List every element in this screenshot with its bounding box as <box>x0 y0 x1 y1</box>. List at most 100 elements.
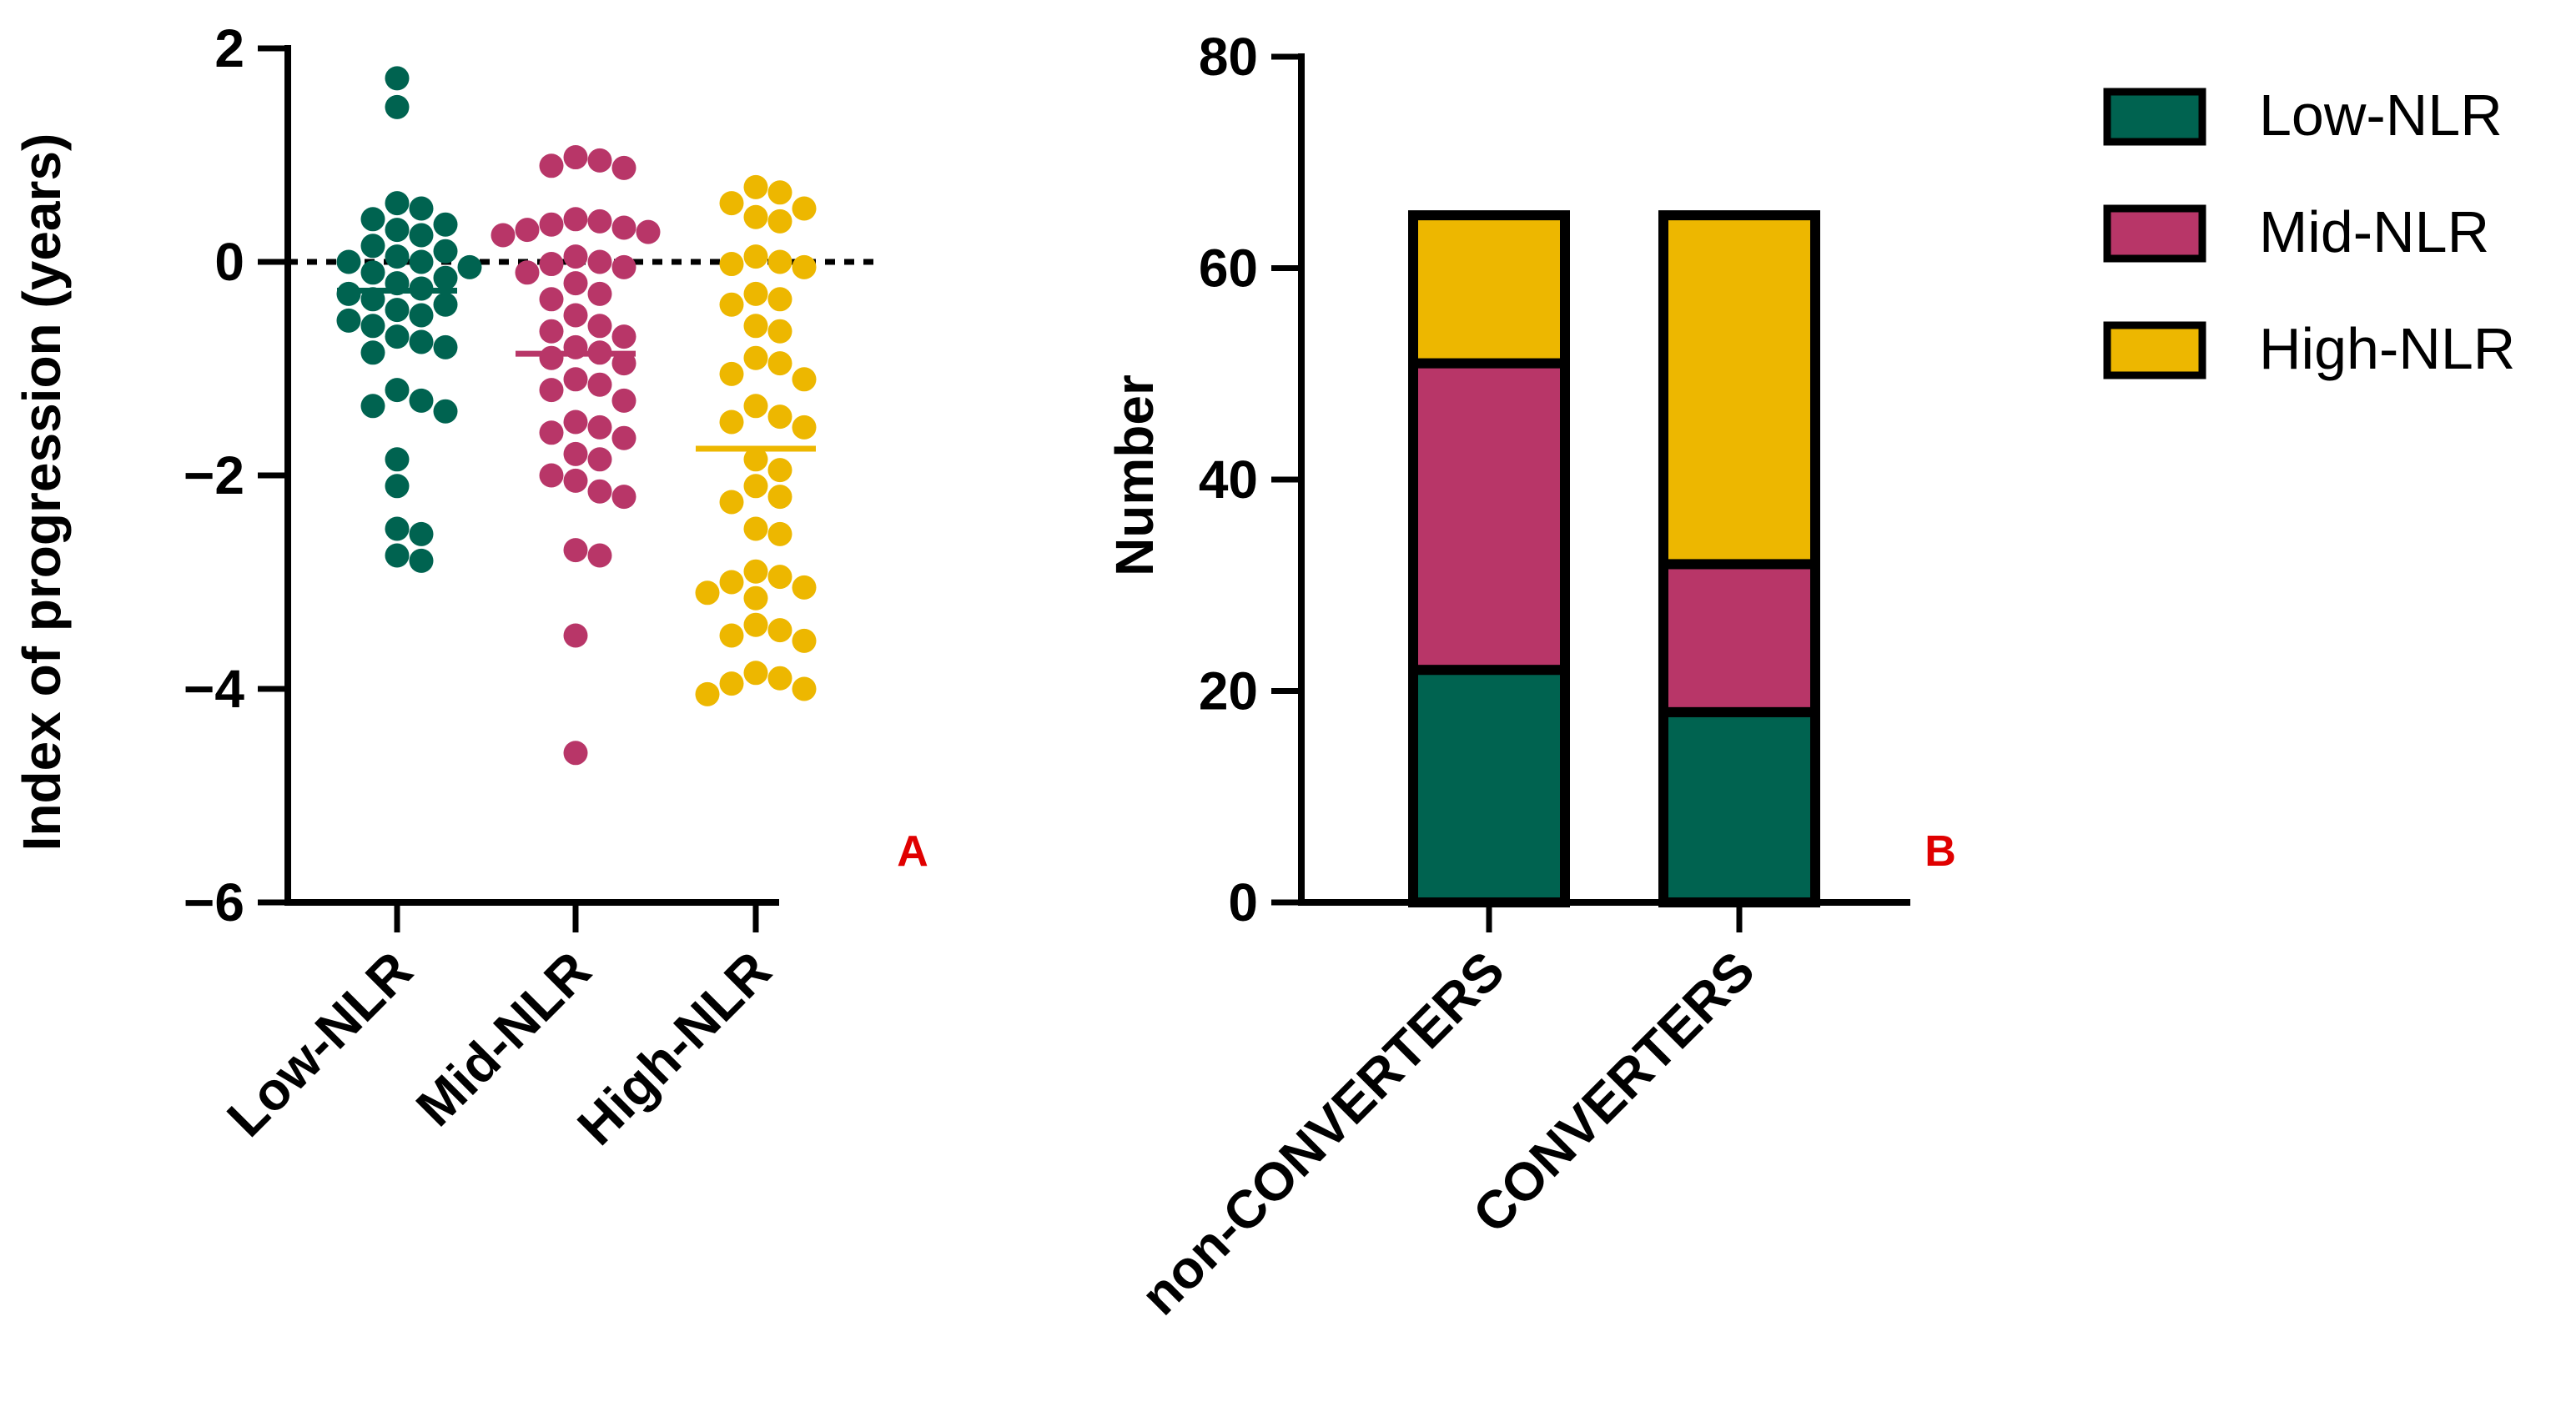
data-point-low-nlr <box>409 329 434 354</box>
data-point-high-nlr <box>695 580 720 606</box>
x-tick-label-low-nlr: Low-NLR <box>215 940 423 1148</box>
panel-a-y-axis-title: Index of progression (years) <box>12 133 72 852</box>
panel-a-y-ticks: 2 0 −2 −4 −6 <box>184 18 288 932</box>
panel-a-mean-lines <box>337 288 816 452</box>
y-tick-label: −2 <box>184 445 244 505</box>
data-point-mid-nlr <box>563 468 588 493</box>
data-point-low-nlr <box>385 191 410 216</box>
data-point-low-nlr <box>409 249 434 274</box>
data-point-mid-nlr <box>563 244 588 269</box>
data-point-low-nlr <box>409 196 434 221</box>
data-point-high-nlr <box>767 351 792 376</box>
data-point-high-nlr <box>719 361 744 386</box>
data-point-low-nlr <box>385 516 410 541</box>
data-point-high-nlr <box>743 345 768 370</box>
panel-a-axes <box>284 45 779 906</box>
data-point-high-nlr <box>767 319 792 344</box>
data-point-high-nlr <box>743 281 768 306</box>
bar-segment-converters-high-nlr <box>1658 210 1820 570</box>
legend-swatch-mid-nlr <box>2103 204 2206 263</box>
data-point-high-nlr <box>719 623 744 648</box>
data-point-mid-nlr <box>587 148 612 173</box>
data-point-mid-nlr <box>587 314 612 339</box>
data-point-low-nlr <box>409 388 434 413</box>
data-point-mid-nlr <box>539 153 564 178</box>
data-point-high-nlr <box>767 666 792 691</box>
data-point-high-nlr <box>743 474 768 499</box>
data-point-low-nlr <box>409 223 434 248</box>
data-point-low-nlr <box>360 234 385 259</box>
data-point-mid-nlr <box>611 425 636 450</box>
data-point-low-nlr <box>385 447 410 472</box>
data-point-low-nlr <box>385 324 410 349</box>
data-point-mid-nlr <box>515 218 540 243</box>
panel-a-label: A <box>897 827 928 876</box>
data-point-low-nlr <box>360 260 385 285</box>
y-tick-label: −4 <box>184 659 244 719</box>
data-point-low-nlr <box>433 239 458 264</box>
y-tick-label: 0 <box>214 232 244 292</box>
data-point-high-nlr <box>743 204 768 229</box>
data-point-mid-nlr <box>491 223 516 248</box>
data-point-high-nlr <box>767 405 792 430</box>
data-point-mid-nlr <box>539 212 564 237</box>
data-point-low-nlr <box>433 399 458 424</box>
data-point-low-nlr <box>433 292 458 317</box>
data-point-high-nlr <box>719 410 744 435</box>
y-tick-label: 80 <box>1199 27 1258 87</box>
panel-b-bars <box>1408 210 1820 908</box>
data-point-mid-nlr <box>636 219 661 244</box>
panel-b-axes <box>1298 53 1910 906</box>
data-point-low-nlr <box>385 218 410 243</box>
data-point-mid-nlr <box>563 303 588 328</box>
data-point-mid-nlr <box>539 287 564 312</box>
data-point-high-nlr <box>719 490 744 515</box>
data-point-high-nlr <box>743 244 768 269</box>
data-point-low-nlr <box>385 66 410 91</box>
data-point-high-nlr <box>695 681 720 706</box>
data-point-high-nlr <box>743 447 768 472</box>
data-point-mid-nlr <box>587 479 612 504</box>
data-point-high-nlr <box>743 174 768 199</box>
data-point-mid-nlr <box>611 254 636 279</box>
data-point-mid-nlr <box>563 271 588 296</box>
data-point-low-nlr <box>409 548 434 573</box>
bar-segment-converters-mid-nlr <box>1658 559 1820 717</box>
data-point-mid-nlr <box>563 367 588 392</box>
panel-a-scatter-chart: Index of progression (years) 2 0 −2 −4 −6 Lo… <box>12 18 928 1157</box>
data-point-low-nlr <box>336 281 361 306</box>
data-point-mid-nlr <box>611 324 636 349</box>
data-point-high-nlr <box>719 570 744 595</box>
y-tick-label: 2 <box>214 18 244 78</box>
data-point-high-nlr <box>767 521 792 546</box>
data-point-mid-nlr <box>539 378 564 403</box>
y-tick-label: 60 <box>1199 239 1258 299</box>
data-point-low-nlr <box>409 303 434 328</box>
data-point-high-nlr <box>767 458 792 483</box>
data-point-mid-nlr <box>563 538 588 563</box>
data-point-high-nlr <box>767 209 792 234</box>
data-point-high-nlr <box>767 249 792 274</box>
panel-b-label: B <box>1924 827 1956 876</box>
data-point-mid-nlr <box>611 388 636 413</box>
x-tick-label-high-nlr: High-NLR <box>566 940 782 1157</box>
panel-b-y-ticks: 0 20 40 60 80 <box>1199 27 1301 932</box>
data-point-high-nlr <box>792 196 817 221</box>
bar-segment-non-converters-high-nlr <box>1408 210 1570 369</box>
data-point-mid-nlr <box>611 485 636 510</box>
data-point-mid-nlr <box>563 410 588 435</box>
data-point-high-nlr <box>792 254 817 279</box>
data-point-low-nlr <box>385 94 410 119</box>
data-point-mid-nlr <box>611 215 636 240</box>
y-tick-label: −6 <box>184 872 244 932</box>
data-point-high-nlr <box>767 565 792 590</box>
bar-segment-non-converters-mid-nlr <box>1408 358 1570 676</box>
data-point-mid-nlr <box>587 249 612 274</box>
data-point-low-nlr <box>409 521 434 546</box>
y-tick-label: 40 <box>1199 450 1258 510</box>
data-point-low-nlr <box>360 314 385 339</box>
data-point-mid-nlr <box>539 463 564 488</box>
data-point-low-nlr <box>385 474 410 499</box>
